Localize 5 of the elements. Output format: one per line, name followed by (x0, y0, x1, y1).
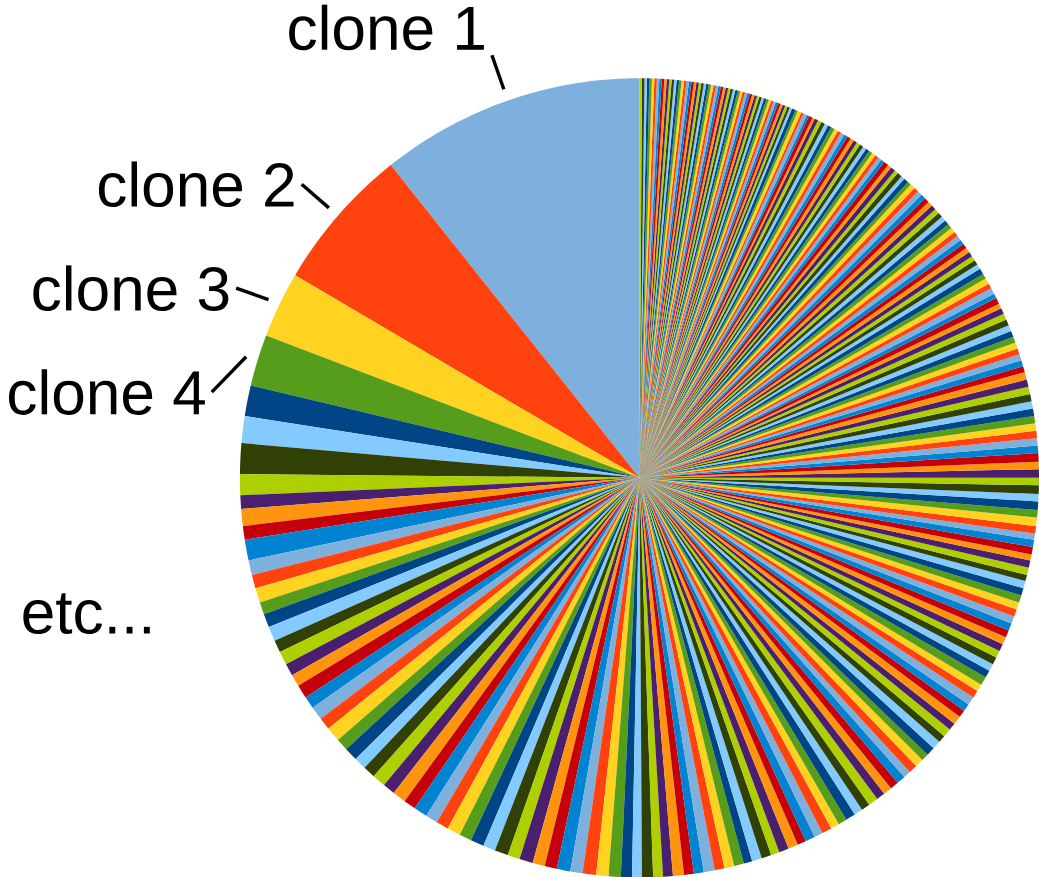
slice-label: clone 4 (9, 369, 205, 415)
slice-label: clone 1 (289, 4, 484, 51)
slice-label: clone 2 (98, 161, 294, 207)
slice-label: clone 3 (33, 265, 229, 311)
text: etc... (23, 593, 150, 634)
